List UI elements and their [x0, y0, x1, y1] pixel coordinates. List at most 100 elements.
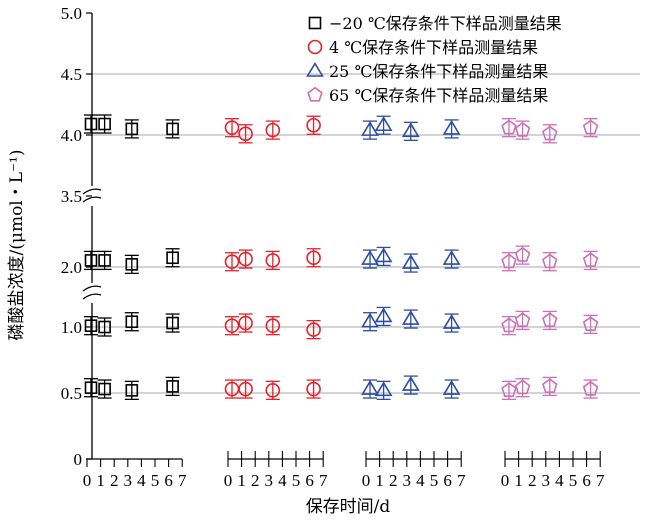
data-point — [306, 319, 321, 340]
triangle-marker — [361, 379, 379, 395]
day-tick-label: 1 — [237, 471, 246, 490]
day-tick-label: 3 — [403, 471, 412, 490]
data-point — [84, 114, 98, 134]
data-point — [224, 316, 240, 336]
pentagon-marker — [514, 246, 531, 262]
triangle-marker — [442, 313, 461, 329]
square-marker — [84, 319, 98, 332]
day-tick-label: 6 — [443, 471, 452, 490]
triangle-marker — [374, 381, 393, 397]
data-point — [361, 249, 379, 269]
data-point — [374, 246, 393, 267]
square-marker — [166, 380, 179, 393]
pentagon-marker — [501, 317, 517, 333]
data-point — [124, 254, 139, 275]
pentagon-marker — [582, 252, 599, 268]
data-point — [542, 252, 558, 272]
day-tick-label: 1 — [514, 471, 523, 490]
square-marker — [84, 381, 98, 395]
data-point — [265, 120, 281, 140]
day-tick-label: 5 — [151, 471, 160, 490]
day-tick-label: 2 — [528, 471, 537, 490]
day-tick-label: 3 — [542, 471, 551, 490]
data-markers — [84, 114, 599, 401]
data-point — [265, 316, 281, 336]
day-tick-label: 2 — [110, 471, 119, 490]
triangle-marker — [442, 250, 461, 265]
legend-pentagon-icon — [307, 86, 323, 102]
pentagon-marker — [582, 316, 599, 332]
data-point — [124, 380, 139, 401]
data-point — [542, 124, 558, 144]
circle-marker — [238, 126, 253, 142]
y-tick-label: 0.5 — [61, 384, 82, 403]
y-tick-label: 5.0 — [61, 4, 82, 23]
data-point — [514, 378, 531, 398]
day-tick-label: 1 — [96, 471, 105, 490]
circle-marker — [224, 120, 240, 135]
triangle-marker — [374, 116, 393, 132]
triangle-marker — [401, 122, 420, 138]
day-tick-label: 7 — [457, 471, 466, 490]
pentagon-marker — [501, 382, 517, 398]
data-point — [224, 252, 240, 272]
y-tick-label: 3.5 — [61, 187, 82, 206]
data-point — [165, 119, 180, 139]
day-tick-label: 6 — [164, 471, 173, 490]
data-point — [265, 250, 281, 271]
data-point — [442, 379, 461, 399]
legend-label: 65 ℃保存条件下样品测量结果 — [329, 86, 548, 105]
square-marker — [166, 316, 179, 330]
data-point — [514, 310, 531, 331]
triangle-marker — [374, 307, 393, 323]
pentagon-marker — [542, 378, 558, 394]
data-point — [124, 119, 139, 139]
day-tick-label: 0 — [362, 471, 371, 490]
gridlines — [92, 73, 640, 394]
pentagon-marker — [542, 312, 558, 328]
data-point — [582, 314, 599, 335]
data-point — [401, 375, 420, 395]
data-point — [84, 316, 98, 336]
data-point — [501, 252, 517, 272]
circle-marker — [224, 254, 240, 270]
triangle-marker — [442, 119, 461, 135]
pentagon-marker — [542, 125, 558, 141]
day-tick-label: 6 — [582, 471, 591, 490]
square-marker — [125, 384, 139, 397]
circle-marker — [238, 315, 253, 331]
data-point — [582, 118, 599, 138]
pentagon-marker — [514, 312, 531, 328]
day-tick-label: 4 — [416, 471, 425, 490]
day-tick-label: 5 — [569, 471, 578, 490]
pentagon-marker — [514, 121, 531, 137]
legend-circle-icon — [307, 39, 323, 55]
day-tick-label: 4 — [555, 471, 564, 490]
legend-entry: −20 ℃保存条件下样品测量结果 — [308, 14, 562, 33]
day-tick-label: 0 — [224, 471, 233, 490]
legend-square-icon — [308, 16, 322, 30]
data-point — [401, 253, 420, 273]
data-point — [84, 250, 98, 271]
triangle-marker — [401, 376, 420, 391]
day-tick-label: 7 — [178, 471, 187, 490]
data-point — [442, 313, 461, 333]
pentagon-marker — [582, 119, 599, 135]
data-point — [306, 115, 321, 135]
data-point — [401, 309, 420, 329]
legend: −20 ℃保存条件下样品测量结果 4 ℃保存条件下样品测量结果 25 ℃保存条件下样… — [306, 14, 562, 105]
data-point — [374, 115, 393, 135]
axis-break-mark — [82, 293, 102, 300]
data-point — [165, 248, 180, 268]
data-point — [238, 249, 253, 269]
data-point — [224, 118, 240, 138]
circle-marker — [224, 318, 240, 333]
x-axis-title: 保存时间/d — [306, 497, 391, 517]
day-tick-label: 3 — [265, 471, 274, 490]
circle-marker — [265, 122, 281, 138]
day-tick-label: 1 — [375, 471, 384, 490]
circle-marker — [265, 253, 281, 268]
